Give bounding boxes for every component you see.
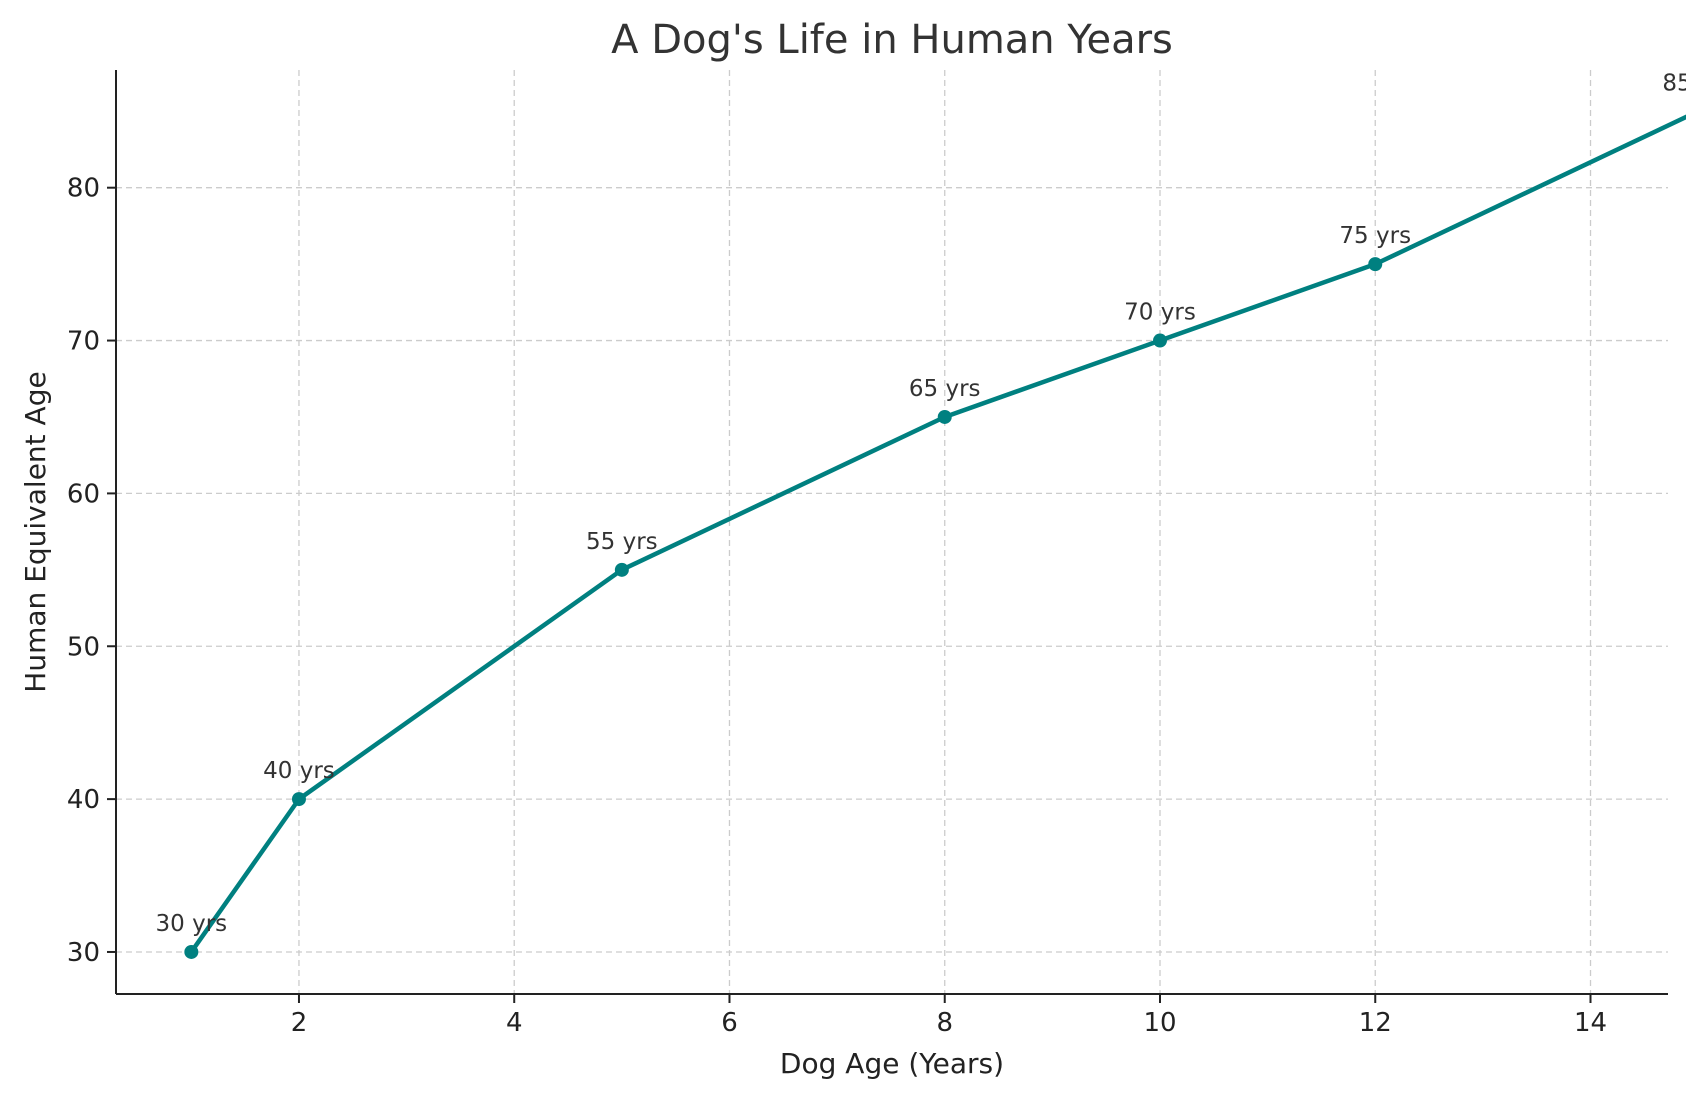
x-axis-label: Dog Age (Years) (780, 1047, 1004, 1080)
data-label: 75 yrs (1339, 223, 1411, 249)
data-point (1152, 333, 1167, 348)
data-point (937, 409, 952, 424)
data-label: 85 yrs (1662, 70, 1686, 96)
data-point (184, 944, 199, 959)
x-tick-label: 14 (1574, 1008, 1607, 1038)
x-tick-label: 12 (1359, 1008, 1392, 1038)
data-label: 40 yrs (263, 758, 335, 784)
y-tick-label: 40 (67, 785, 100, 815)
y-axis-label: Human Equivalent Age (19, 371, 52, 692)
chart-title: A Dog's Life in Human Years (611, 17, 1173, 63)
x-tick-label: 10 (1143, 1008, 1176, 1038)
y-tick-label: 70 (67, 327, 100, 357)
data-label: 30 yrs (156, 911, 228, 937)
x-tick-label: 6 (721, 1008, 738, 1038)
y-tick-label: 50 (67, 632, 100, 662)
x-tick-label: 8 (936, 1008, 953, 1038)
data-label: 70 yrs (1124, 300, 1196, 326)
data-label: 55 yrs (586, 529, 658, 555)
grid (116, 70, 1668, 994)
series-line (189, 114, 1686, 954)
y-tick-label: 30 (67, 938, 100, 968)
data-point (291, 792, 306, 807)
data-point (1368, 257, 1383, 272)
ticks: 2 4 6 8 10 12 14 30 40 50 60 70 80 (67, 174, 1607, 1038)
x-tick-label: 2 (291, 1008, 308, 1038)
y-tick-label: 60 (67, 479, 100, 509)
y-tick-label: 80 (67, 174, 100, 204)
x-tick-label: 4 (506, 1008, 523, 1038)
data-label: 65 yrs (909, 376, 981, 402)
data-point (614, 562, 629, 577)
series: 30 yrs 40 yrs 55 yrs 65 yrs 70 yrs 75 yrs 85 y… (156, 70, 1686, 959)
